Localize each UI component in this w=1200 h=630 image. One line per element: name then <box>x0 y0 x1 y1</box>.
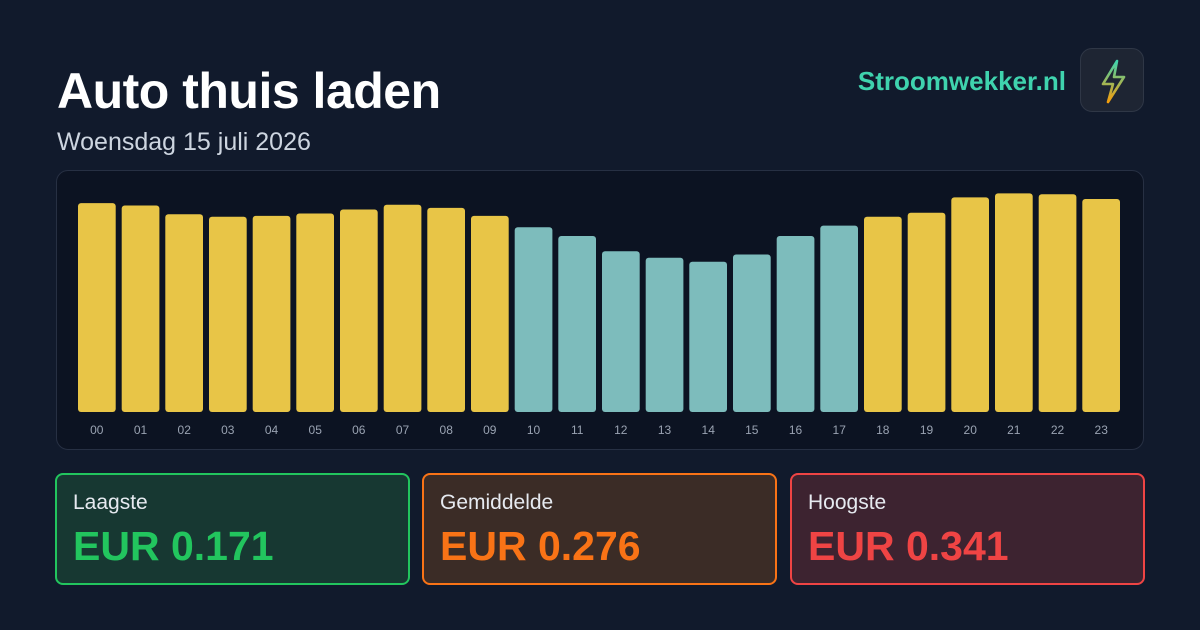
price-chart-panel: 00 01 02 03 04 05 06 07 08 09 10 11 12 13 14 15 16 17 18 19… <box>56 170 1144 450</box>
brand-name[interactable]: Stroomwekker.nl <box>857 66 1066 96</box>
bar-hour-09 <box>471 215 509 412</box>
brand-logo <box>1080 48 1144 112</box>
x-tick-label: 21 <box>1007 423 1021 437</box>
bar-hour-08 <box>427 207 465 412</box>
bar-hour-21 <box>995 193 1033 412</box>
x-tick-label: 04 <box>265 423 279 437</box>
x-tick-label: 05 <box>309 423 323 437</box>
highest-price-value: EUR 0.341 <box>808 523 1009 569</box>
x-tick-label: 22 <box>1051 423 1065 437</box>
x-tick-label: 14 <box>702 423 716 437</box>
bar-hour-19 <box>907 212 946 412</box>
bar-hour-10 <box>514 227 553 412</box>
x-tick-label: 10 <box>527 423 541 437</box>
bar-hour-23 <box>1082 199 1120 412</box>
x-tick-label: 08 <box>440 423 454 437</box>
highest-price-label: Hoogste <box>808 491 887 514</box>
bar-hour-14 <box>689 261 727 412</box>
bar-hour-03 <box>209 216 247 412</box>
bar-hour-01 <box>121 205 160 412</box>
bar-hour-20 <box>951 197 989 412</box>
bar-hour-17 <box>820 225 858 412</box>
bar-hour-05 <box>296 213 334 412</box>
bar-hour-00 <box>78 203 116 412</box>
x-tick-label: 13 <box>658 423 672 437</box>
x-tick-label: 18 <box>876 423 890 437</box>
bar-hour-16 <box>776 236 815 412</box>
lowest-price-label: Laagste <box>73 491 148 514</box>
lowest-price-value: EUR 0.171 <box>73 523 274 569</box>
x-tick-label: 16 <box>789 423 803 437</box>
bar-hour-02 <box>165 214 203 412</box>
bar-hour-15 <box>733 254 771 412</box>
bar-hour-22 <box>1038 194 1077 412</box>
x-tick-label: 12 <box>614 423 628 437</box>
x-tick-label: 01 <box>134 423 148 437</box>
x-tick-label: 02 <box>178 423 192 437</box>
hourly-price-bar-chart: 00 01 02 03 04 05 06 07 08 09 10 11 12 13 14 15 16 17 18 19… <box>78 193 1120 437</box>
average-price-value: EUR 0.276 <box>440 523 641 569</box>
x-tick-label: 15 <box>745 423 759 437</box>
bar-hour-07 <box>383 204 422 412</box>
bar-hour-13 <box>645 257 684 412</box>
lowest-price-card: Laagste EUR 0.171 <box>55 473 410 585</box>
x-tick-label: 17 <box>833 423 847 437</box>
average-price-label: Gemiddelde <box>440 491 554 514</box>
bar-hour-04 <box>252 215 291 412</box>
bar-hour-06 <box>340 209 378 412</box>
x-tick-label: 06 <box>352 423 366 437</box>
date-subtitle: Woensdag 15 juli 2026 <box>57 128 311 156</box>
bar-hour-11 <box>558 236 596 412</box>
x-tick-label: 00 <box>90 423 104 437</box>
page-title: Auto thuis laden <box>57 63 441 119</box>
bar-hour-18 <box>864 216 902 412</box>
highest-price-card: Hoogste EUR 0.341 <box>790 473 1145 585</box>
x-tick-label: 03 <box>221 423 235 437</box>
x-tick-label: 19 <box>920 423 934 437</box>
x-tick-label: 07 <box>396 423 410 437</box>
x-tick-label: 23 <box>1095 423 1109 437</box>
x-tick-label: 09 <box>483 423 497 437</box>
x-tick-label: 20 <box>964 423 978 437</box>
x-tick-label: 11 <box>571 423 584 437</box>
bar-hour-12 <box>602 251 640 412</box>
average-price-card: Gemiddelde EUR 0.276 <box>422 473 777 585</box>
lightning-bolt-icon <box>1101 59 1126 104</box>
